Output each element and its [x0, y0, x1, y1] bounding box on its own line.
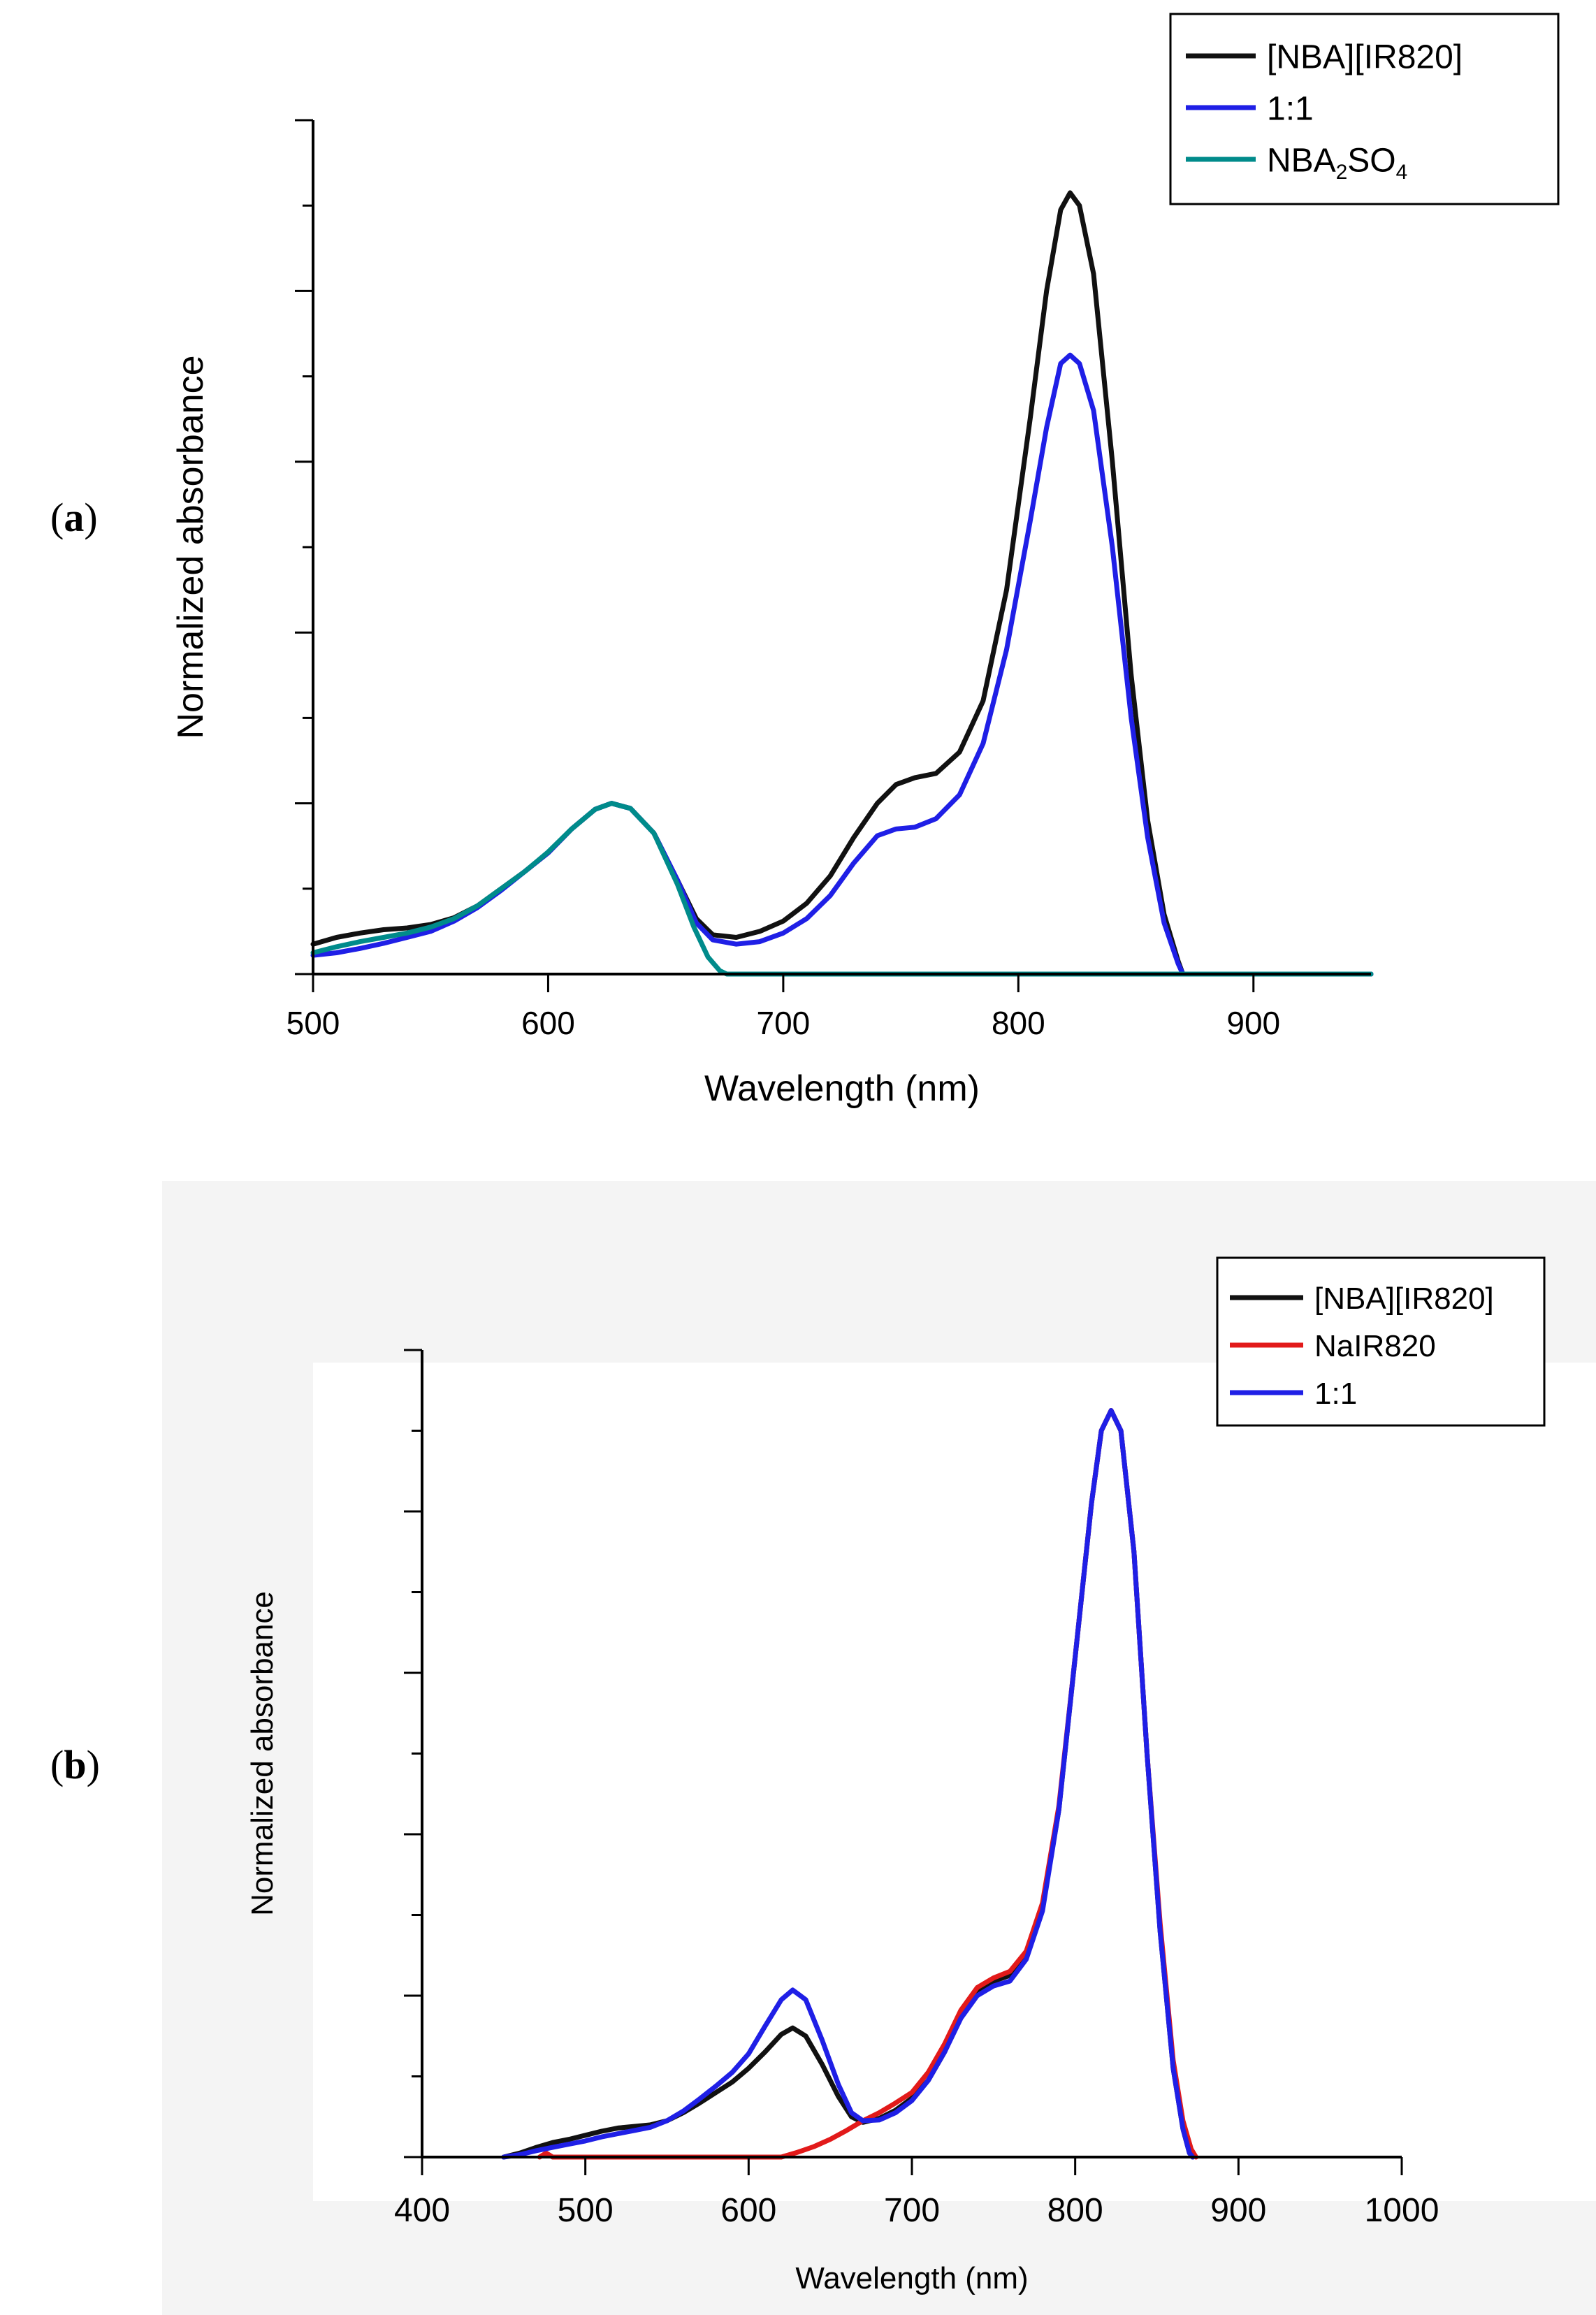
- panel-b-x-axis-title: Wavelength (nm): [795, 2261, 1028, 2295]
- panel-b-x-tick-label: 400: [394, 2192, 450, 2229]
- panel-b-legend-label: [NBA][IR820]: [1314, 1282, 1494, 1316]
- panel-a-legend: [NBA][IR820] 1:1 NBA2SO4: [1169, 13, 1560, 205]
- panel-b-label: (b): [50, 1742, 100, 1787]
- panel-a-x-tick-label: 900: [1226, 1005, 1280, 1041]
- panel-b-legend: [NBA][IR820] NaIR820 1:1: [1216, 1256, 1546, 1427]
- panel-a-legend-label: [NBA][IR820]: [1267, 38, 1463, 75]
- panel-b-x-tick-label: 800: [1047, 2192, 1103, 2229]
- panel-a-y-axis-title: Normalized absorbance: [171, 355, 211, 739]
- panel-a-x-tick-label: 500: [286, 1005, 340, 1041]
- panel-a-series-nba2so4: [310, 801, 1374, 977]
- panel-a-x-tick-label: 700: [757, 1005, 811, 1041]
- panel-b-x-tick-label: 500: [558, 2192, 614, 2229]
- panel-b-x-tick-label: 700: [884, 2192, 940, 2229]
- panel-b-plot-background: [313, 1363, 1596, 2201]
- panel-b: (b) 400 500 600 700 800 900 1000 Wavelength (nm)…: [50, 1181, 1596, 2315]
- panel-a-label: (a): [50, 495, 98, 540]
- panel-a-series-1-1: [310, 352, 1374, 977]
- panel-b-legend-label: NaIR820: [1314, 1329, 1436, 1363]
- panel-a-legend-label: NBA2SO4: [1267, 142, 1407, 184]
- panel-b-x-tick-label: 1000: [1365, 2192, 1439, 2229]
- panel-a-x-tick-label: 800: [992, 1005, 1045, 1041]
- panel-a-x-tick-label: 600: [521, 1005, 575, 1041]
- panel-b-x-tick-label: 600: [720, 2192, 776, 2229]
- panel-b-x-tick-label: 900: [1210, 2192, 1266, 2229]
- panel-a: (a) 500 600 700 800 900 Wavelength (nm) Normali…: [50, 13, 1560, 1109]
- panel-b-legend-label: 1:1: [1314, 1377, 1357, 1411]
- panel-a-legend-box: [1169, 13, 1560, 205]
- panel-a-series-nba-ir820: [310, 190, 1374, 977]
- panel-a-legend-label: 1:1: [1267, 90, 1314, 127]
- panel-b-series-1-1: [501, 1408, 1196, 2160]
- panel-b-y-axis-title: Normalized absorbance: [245, 1591, 280, 1916]
- panel-a-x-axis-title: Wavelength (nm): [704, 1068, 980, 1109]
- panel-b-legend-box: [1216, 1256, 1546, 1427]
